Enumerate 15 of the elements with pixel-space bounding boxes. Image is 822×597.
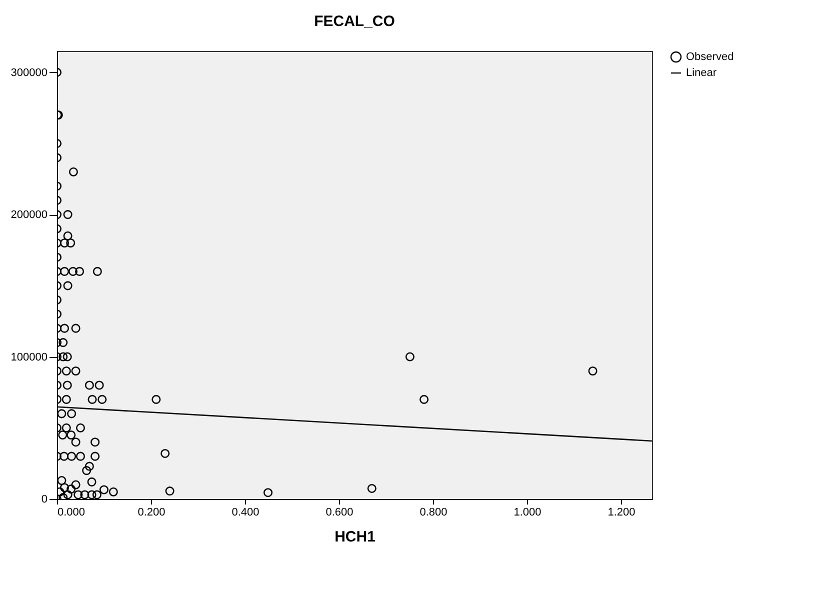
x-tick-label: 0.000	[58, 506, 86, 518]
legend-label: Observed	[686, 51, 734, 63]
x-tick-label: 0.800	[420, 506, 448, 518]
y-tick-label: 300000	[10, 66, 48, 79]
x-tick-label: 0.600	[326, 506, 354, 518]
y-tick-label: 0	[41, 494, 48, 506]
y-tick-label: 100000	[10, 351, 48, 364]
x-tick-label: 0.200	[138, 506, 166, 518]
x-tick-label: 1.000	[514, 506, 542, 518]
legend-label: Linear	[686, 67, 717, 79]
y-tick-label: 200000	[10, 209, 48, 222]
x-axis-title: HCH1	[334, 528, 376, 546]
x-tick-label: 1.200	[608, 506, 636, 518]
x-tick-label: 0.400	[232, 506, 260, 518]
chart-title: FECAL_CO	[314, 13, 396, 30]
